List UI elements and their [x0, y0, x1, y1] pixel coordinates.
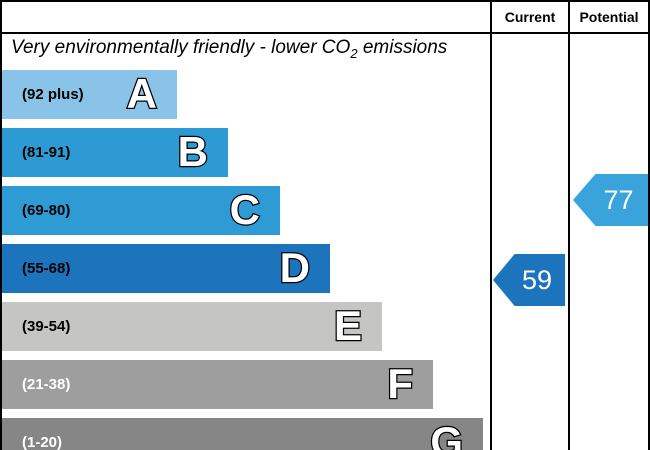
band-letter: B	[176, 127, 209, 177]
band-g: (1-20) G	[2, 417, 483, 450]
potential-column-divider	[568, 2, 570, 450]
potential-arrow: 77	[573, 174, 648, 226]
band-range-label: (39-54)	[22, 318, 71, 335]
band-b: (81-91) B	[2, 127, 228, 177]
band-range-label: (81-91)	[22, 144, 71, 161]
band-range-label: (55-68)	[22, 260, 71, 277]
band-letter: F	[386, 359, 414, 409]
band-letter: G	[429, 417, 464, 450]
column-header-current: Current	[504, 9, 556, 25]
band-letter: C	[228, 185, 261, 235]
band-c: (69-80) C	[2, 185, 280, 235]
band-d: (55-68) D	[2, 243, 330, 293]
column-header-potential: Potential	[579, 9, 639, 25]
header-divider-line	[2, 32, 648, 34]
chart-title-subscript: 2	[350, 45, 358, 61]
band-range-label: (92 plus)	[22, 86, 84, 103]
band-letter: E	[333, 301, 364, 351]
band-letter: D	[278, 243, 311, 293]
chart-title-text-suffix: emissions	[357, 37, 448, 58]
current-column-divider	[490, 2, 492, 450]
current-value: 59	[521, 264, 553, 295]
band-e: (39-54) E	[2, 301, 382, 351]
band-range-label: (21-38)	[22, 376, 71, 393]
chart-title-text: Very environmentally friendly - lower CO	[11, 37, 351, 58]
potential-value: 77	[603, 184, 634, 215]
band-range-label: (1-20)	[22, 434, 63, 450]
chart-title: Very environmentally friendly - lower CO…	[11, 37, 487, 61]
band-letter: A	[125, 69, 158, 119]
band-range-label: (69-80)	[22, 202, 71, 219]
band-a: (92 plus) A	[2, 69, 177, 119]
current-arrow: 59	[493, 254, 565, 306]
band-f: (21-38) F	[2, 359, 433, 409]
